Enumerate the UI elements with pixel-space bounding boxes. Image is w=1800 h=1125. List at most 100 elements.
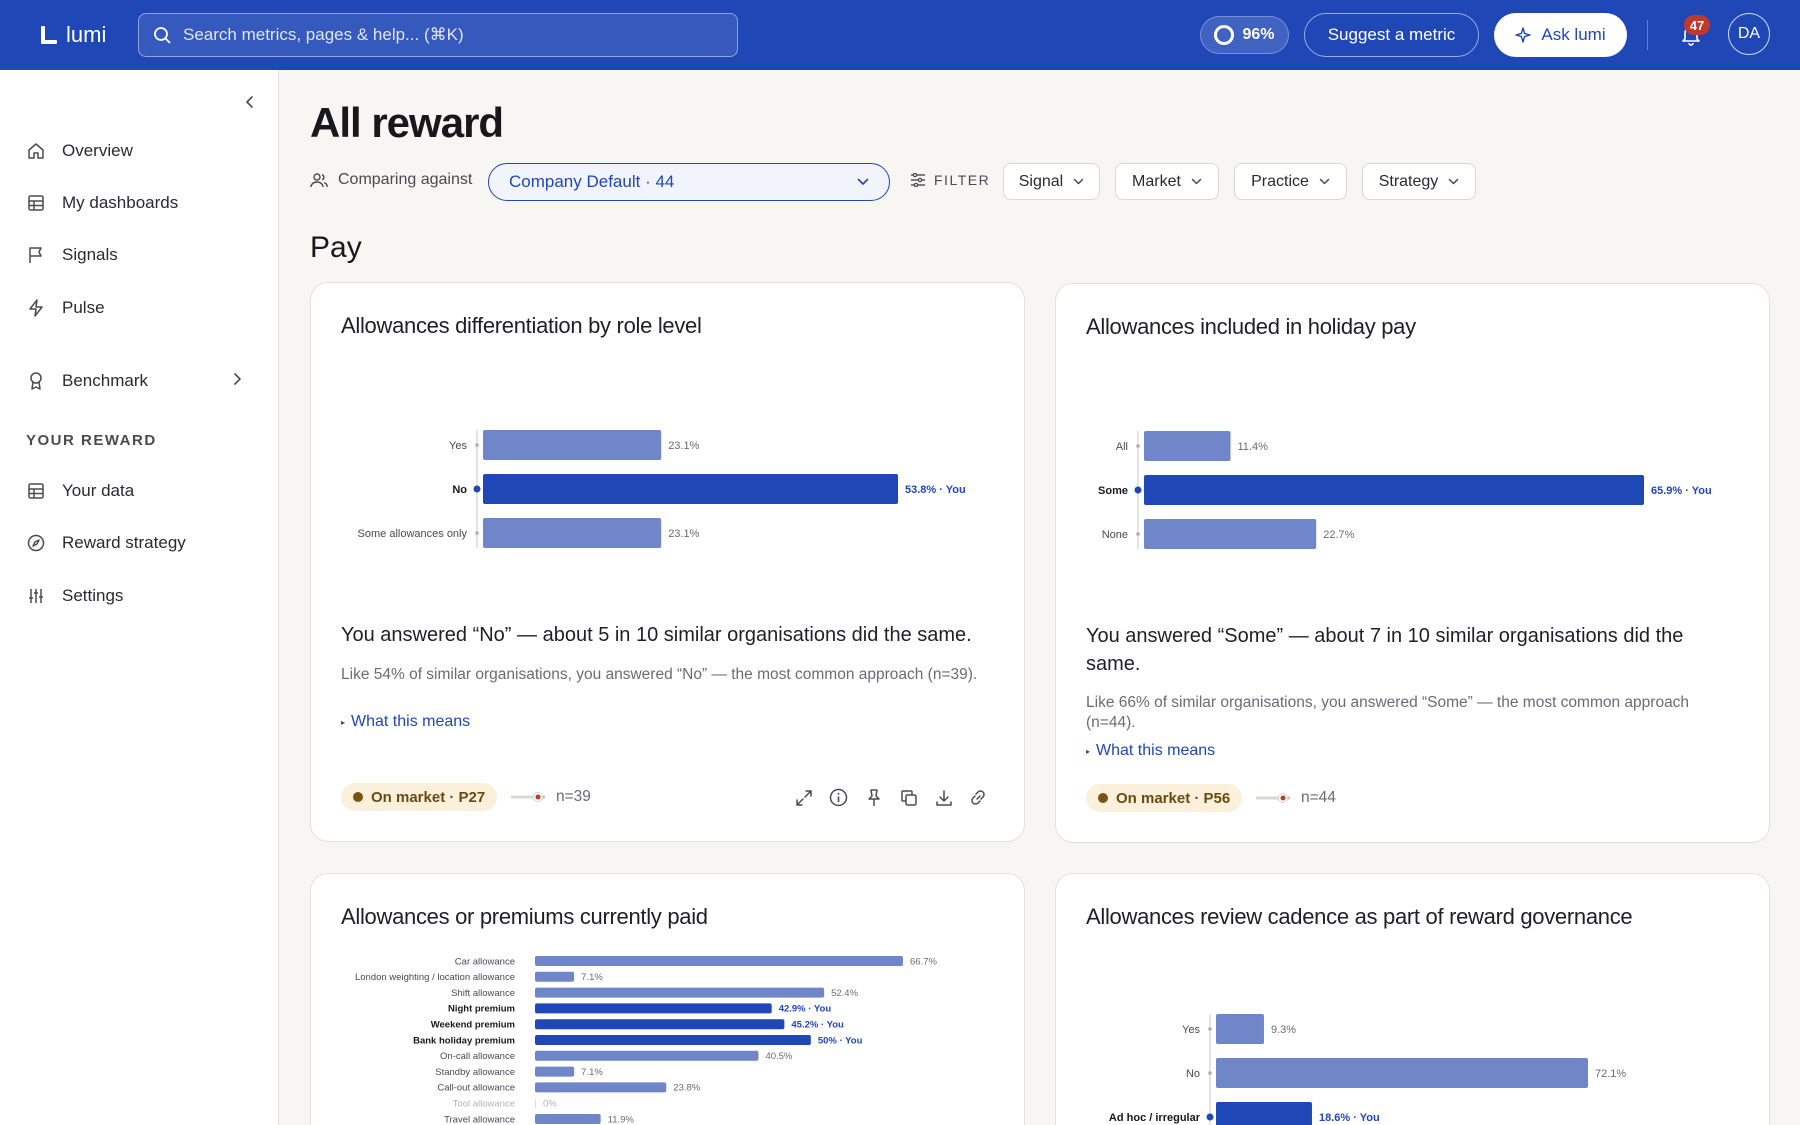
axis-tick-dot [1136, 444, 1140, 448]
chart-bar[interactable] [483, 474, 898, 504]
filter-strategy-dropdown[interactable]: Strategy [1362, 163, 1476, 200]
bar-chart: All 11.4% Some 65.9% · You None 22.7% [1098, 431, 1712, 549]
comparison-group-select[interactable]: Company Default · 44 [488, 163, 890, 201]
app-name: lumi [66, 22, 107, 47]
card-subtext: Like 54% of similar organisations, you a… [341, 666, 978, 683]
axis-tick-dot [1208, 1027, 1212, 1031]
sidebar-item-signals[interactable]: Signals [26, 241, 118, 269]
sidebar-item-your-data[interactable]: Your data [26, 477, 134, 505]
metric-card: Allowances or premiums currently paid Ca… [310, 873, 1025, 1125]
chevron-down-icon [1191, 178, 1202, 185]
grid-icon [28, 195, 44, 211]
user-avatar[interactable]: DA [1728, 13, 1770, 55]
link-icon[interactable] [968, 787, 989, 808]
category-label: Travel allowance [444, 1114, 515, 1125]
copy-icon[interactable] [898, 787, 919, 808]
sidebar-item-label: Your data [62, 481, 135, 500]
sidebar-item-label: Signals [62, 245, 118, 264]
home-icon [28, 143, 44, 159]
suggest-metric-button[interactable]: Suggest a metric [1304, 13, 1479, 57]
comparing-label: Comparing against [310, 171, 472, 189]
chart-bar[interactable] [1216, 1102, 1312, 1125]
pin-icon[interactable] [863, 787, 884, 808]
filter-signal-dropdown[interactable]: Signal [1003, 163, 1100, 200]
progress-ring-icon [1214, 25, 1235, 45]
value-label: 23.1% [668, 440, 699, 452]
search-input[interactable]: Search metrics, pages & help... (⌘K) [138, 13, 738, 57]
sidebar-item-label: Settings [62, 586, 124, 605]
ask-lumi-button[interactable]: Ask lumi [1494, 13, 1627, 57]
chart-bar[interactable] [535, 1114, 601, 1124]
category-label: Tool allowance [453, 1099, 515, 1110]
page-title: All reward [310, 99, 504, 146]
chart-bar[interactable] [535, 1003, 772, 1014]
what-this-means-link[interactable]: ▸ What this means [341, 713, 470, 731]
sidebar-item-benchmark[interactable]: Benchmark [26, 367, 148, 395]
chart-bar[interactable] [535, 1082, 667, 1093]
axis-tick-dot [1134, 486, 1142, 494]
chart-bar[interactable] [483, 518, 662, 548]
chart-bar[interactable] [535, 1035, 811, 1045]
filter-market-label: Market [1132, 172, 1181, 190]
sample-size: n=39 [556, 788, 591, 805]
sidebar-item-my-dashboards[interactable]: My dashboards [26, 189, 178, 217]
info-icon[interactable] [828, 787, 849, 808]
completion-pill[interactable]: 96% [1200, 16, 1289, 54]
comparing-label-text: Comparing against [338, 171, 473, 188]
status-dot-icon [1098, 793, 1108, 803]
chart-bar[interactable] [483, 430, 662, 460]
chart-bar[interactable] [1216, 1014, 1264, 1044]
axis-tick-dot [475, 531, 479, 535]
collapse-sidebar-button[interactable] [240, 92, 260, 112]
chevron-down-icon [1319, 178, 1330, 185]
chart-bar[interactable] [1216, 1058, 1588, 1088]
value-label: 53.8% · You [905, 484, 966, 496]
ask-lumi-label: Ask lumi [1541, 25, 1606, 44]
top-bar: lumi Search metrics, pages & help... (⌘K… [0, 0, 1800, 70]
sidebar-item-overview[interactable]: Overview [26, 137, 133, 165]
app-logo[interactable]: lumi [38, 22, 106, 48]
category-label: Some [1098, 485, 1128, 497]
sidebar-item-label: Pulse [62, 298, 105, 317]
chart-bar[interactable] [535, 1019, 785, 1030]
what-this-means-label: What this means [1096, 742, 1216, 759]
value-label: 66.7% [910, 956, 937, 967]
download-icon[interactable] [933, 787, 954, 808]
filter-market-dropdown[interactable]: Market [1115, 163, 1219, 200]
chart-bar[interactable] [535, 956, 903, 966]
category-label: All [1116, 441, 1128, 453]
chart-bar[interactable] [1144, 519, 1317, 549]
chart-bar[interactable] [535, 971, 575, 982]
value-label: 65.9% · You [1651, 485, 1712, 497]
sidebar-item-reward-strategy[interactable]: Reward strategy [26, 529, 186, 557]
expand-icon[interactable] [793, 787, 814, 808]
filter-practice-dropdown[interactable]: Practice [1234, 163, 1347, 200]
metric-card: Allowances included in holiday pay All 11… [1055, 283, 1770, 843]
value-label: 7.1% [581, 972, 603, 983]
sidebar-item-label: Benchmark [62, 371, 148, 390]
chart-bar[interactable] [535, 1098, 536, 1109]
category-label: On-call allowance [440, 1051, 515, 1062]
chart-bar[interactable] [535, 1050, 759, 1061]
bolt-icon [29, 299, 43, 317]
value-label: 52.4% [831, 988, 858, 999]
divider [1647, 20, 1648, 50]
sample-size: n=44 [1301, 789, 1336, 806]
chart-bar[interactable] [535, 987, 825, 998]
sliders-icon [29, 589, 43, 603]
sidebar-item-settings[interactable]: Settings [26, 582, 123, 610]
completion-value: 96% [1242, 26, 1275, 43]
chart-bar[interactable] [535, 1066, 575, 1077]
sidebar-item-pulse[interactable]: Pulse [26, 294, 105, 322]
card-title: Allowances or premiums currently paid [341, 904, 708, 929]
chevron-right-icon[interactable] [232, 372, 242, 386]
what-this-means-link[interactable]: ▸ What this means [1086, 742, 1215, 760]
axis-tick-dot [1136, 532, 1140, 536]
filter-strategy-label: Strategy [1378, 172, 1439, 190]
comparison-group-value: Company Default · 44 [509, 172, 675, 191]
filter-icon [911, 173, 925, 187]
chart-bar[interactable] [1144, 475, 1644, 505]
value-label: 7.1% [581, 1067, 603, 1078]
chart-bar[interactable] [1144, 431, 1231, 461]
triangle-right-icon: ▸ [341, 717, 346, 727]
